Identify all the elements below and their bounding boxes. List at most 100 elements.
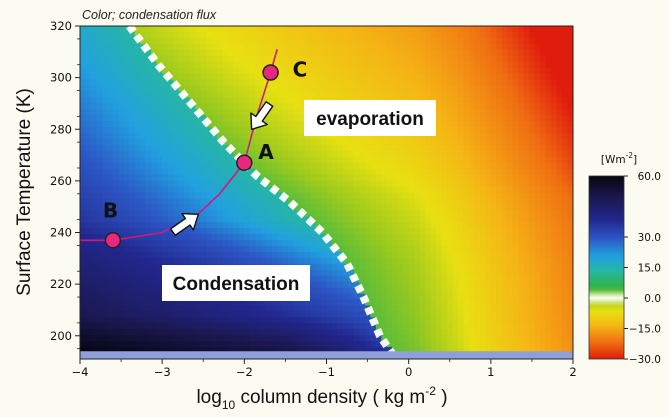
heatmap-cell: [282, 198, 289, 205]
heatmap-cell: [315, 150, 322, 158]
heatmap-cell: [562, 240, 569, 247]
heatmap-cell: [518, 162, 525, 170]
heatmap-cell: [490, 234, 497, 241]
heatmap-cell: [162, 26, 169, 33]
heatmap-cell: [123, 133, 130, 140]
heatmap-cell: [310, 246, 317, 253]
heatmap-cell: [189, 305, 196, 313]
heatmap-cell: [118, 192, 125, 200]
heatmap-cell: [118, 97, 125, 104]
heatmap-cell: [353, 341, 360, 348]
heatmap-cell: [364, 156, 371, 164]
heatmap-cell: [474, 127, 481, 134]
heatmap-cell: [315, 168, 322, 176]
heatmap-cell: [162, 55, 169, 63]
heatmap-cell: [134, 311, 141, 318]
heatmap-cell: [101, 43, 108, 51]
heatmap-cell: [463, 198, 470, 205]
heatmap-cell: [447, 281, 454, 289]
heatmap-cell: [392, 37, 399, 45]
heatmap-cell: [485, 251, 492, 259]
heatmap-cell: [195, 192, 202, 200]
heatmap-cell: [540, 204, 547, 211]
heatmap-cell: [452, 49, 459, 57]
heatmap-cell: [408, 287, 415, 295]
heatmap-cell: [173, 73, 180, 81]
heatmap-cell: [507, 43, 514, 51]
heatmap-cell: [496, 133, 503, 140]
heatmap-cell: [156, 73, 163, 81]
heatmap-cell: [485, 49, 492, 57]
heatmap-cell: [551, 162, 558, 170]
heatmap-cell: [342, 61, 350, 69]
heatmap-cell: [321, 79, 328, 87]
heatmap-cell: [375, 204, 382, 211]
heatmap-cell: [392, 305, 399, 313]
heatmap-cell: [436, 257, 443, 265]
heatmap-cell: [315, 67, 322, 75]
heatmap-cell: [419, 144, 426, 152]
heatmap-cell: [534, 228, 541, 235]
heatmap-cell: [129, 287, 136, 295]
heatmap-cell: [107, 73, 114, 81]
heatmap-cell: [507, 67, 514, 75]
heatmap-cell: [518, 115, 525, 122]
heatmap-cell: [348, 287, 355, 295]
heatmap-cell: [167, 234, 174, 241]
heatmap-cell: [556, 275, 563, 283]
heatmap-cell: [386, 204, 393, 211]
heatmap-cell: [222, 133, 229, 140]
heatmap-cell: [408, 73, 415, 81]
heatmap-cell: [507, 49, 514, 57]
heatmap-cell: [167, 240, 174, 247]
heatmap-cell: [331, 305, 339, 313]
heatmap-cell: [277, 103, 284, 110]
heatmap-cell: [501, 150, 508, 158]
heatmap-cell: [134, 281, 141, 289]
heatmap-cell: [249, 103, 256, 110]
heatmap-cell: [299, 180, 306, 188]
heatmap-cell: [80, 103, 87, 110]
heatmap-cell: [255, 61, 262, 69]
heatmap-cell: [271, 347, 278, 354]
heatmap-cell: [249, 91, 256, 98]
heatmap-cell: [375, 43, 382, 51]
heatmap-cell: [216, 97, 224, 104]
heatmap-cell: [430, 55, 437, 63]
heatmap-cell: [359, 174, 366, 182]
heatmap-cell: [80, 26, 87, 33]
heatmap-cell: [244, 192, 251, 200]
heatmap-cell: [370, 192, 377, 200]
heatmap-cell: [479, 323, 486, 330]
heatmap-cell: [244, 67, 251, 75]
heatmap-cell: [85, 198, 92, 205]
heatmap-cell: [315, 55, 322, 63]
heatmap-cell: [255, 240, 262, 247]
heatmap-cell: [162, 323, 169, 330]
heatmap-cell: [260, 257, 267, 265]
heatmap-cell: [342, 347, 350, 354]
heatmap-cell: [447, 228, 454, 235]
heatmap-cell: [310, 251, 317, 259]
heatmap-cell: [282, 61, 289, 69]
heatmap-cell: [414, 162, 421, 170]
heatmap-cell: [85, 293, 92, 301]
heatmap-cell: [255, 222, 262, 229]
heatmap-cell: [496, 162, 503, 170]
heatmap-cell: [556, 216, 563, 223]
heatmap-cell: [430, 174, 437, 182]
heatmap-cell: [556, 186, 563, 194]
heatmap-cell: [195, 85, 202, 93]
heatmap-cell: [107, 317, 114, 324]
heatmap-cell: [534, 37, 541, 45]
heatmap-cell: [216, 127, 224, 134]
heatmap-cell: [222, 222, 229, 229]
heatmap-cell: [134, 97, 141, 104]
heatmap-cell: [266, 305, 273, 313]
heatmap-cell: [200, 311, 207, 318]
heatmap-cell: [156, 162, 163, 170]
heatmap-cell: [205, 186, 213, 194]
heatmap-cell: [381, 43, 388, 51]
heatmap-cell: [359, 150, 366, 158]
heatmap-cell: [162, 109, 169, 116]
